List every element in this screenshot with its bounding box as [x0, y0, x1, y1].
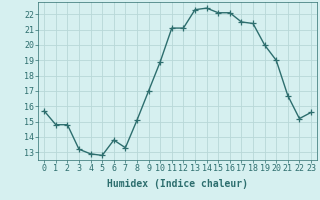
- X-axis label: Humidex (Indice chaleur): Humidex (Indice chaleur): [107, 179, 248, 189]
